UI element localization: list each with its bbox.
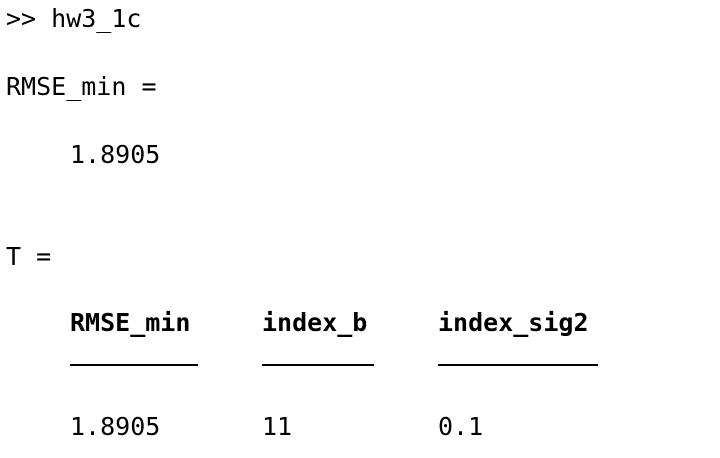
command-window-output: >> hw3_1c RMSE_min = 1.8905 T = RMSE_min… bbox=[6, 0, 714, 458]
table-header-index-sig2: index_sig2 bbox=[438, 308, 589, 337]
table-header-underline bbox=[262, 364, 374, 366]
table-cell-rmse-min: 1.8905 bbox=[70, 412, 161, 441]
rmse-min-label: RMSE_min = bbox=[6, 72, 157, 101]
command-prompt-line: >> hw3_1c bbox=[6, 4, 142, 33]
table-cell-index-b: 11 bbox=[262, 412, 293, 441]
rmse-min-value: 1.8905 bbox=[70, 140, 161, 169]
table-header-rmse-min: RMSE_min bbox=[70, 308, 191, 337]
table-cell-index-sig2: 0.1 bbox=[438, 412, 484, 441]
table-header-underline bbox=[438, 364, 598, 366]
table-header-index-b: index_b bbox=[262, 308, 368, 337]
table-variable-label: T = bbox=[6, 242, 52, 271]
table-header-underline bbox=[70, 364, 198, 366]
